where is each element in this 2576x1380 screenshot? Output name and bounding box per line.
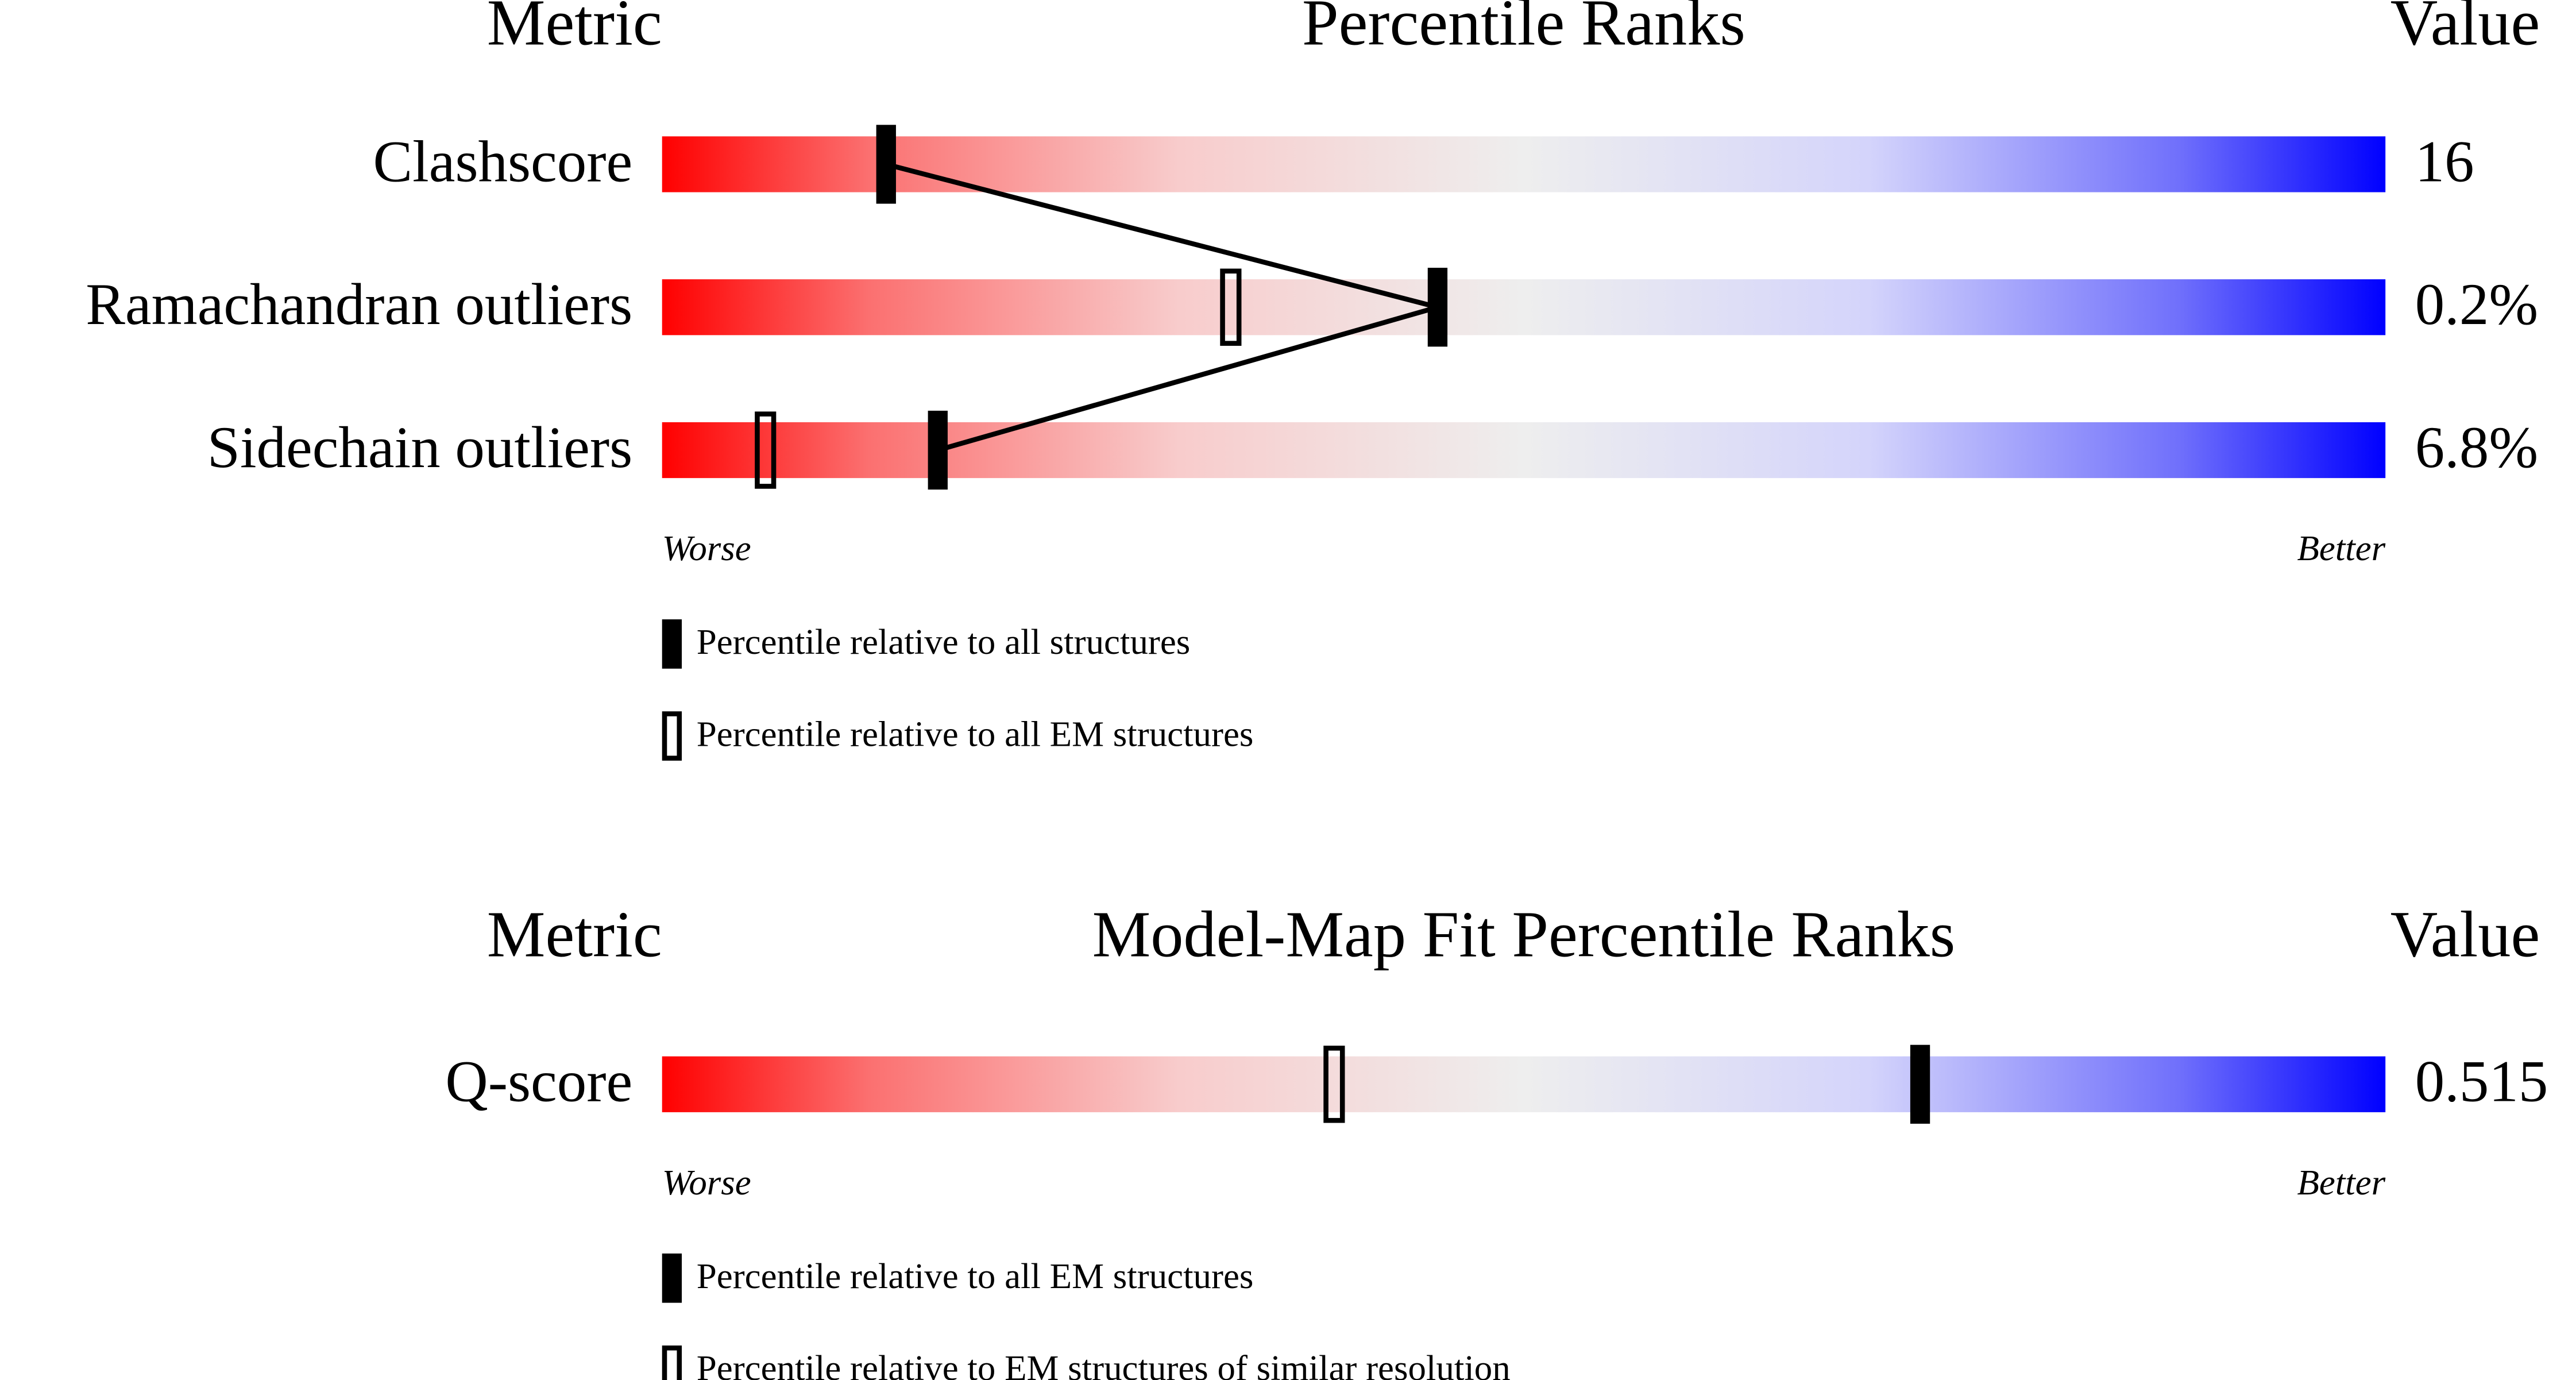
header-title: Model-Map Fit Percentile Ranks xyxy=(1092,898,1956,971)
header-value: Value xyxy=(2390,898,2540,971)
slider-bar xyxy=(662,1056,2386,1112)
metric-value: 16 xyxy=(2415,129,2474,194)
slider-bar xyxy=(662,279,2386,336)
percentile-marker-filled xyxy=(1910,1044,1930,1124)
percentile-marker-filled xyxy=(876,125,896,204)
worse-label: Worse xyxy=(662,1162,751,1202)
metric-label: Q-score xyxy=(445,1049,632,1115)
better-label: Better xyxy=(2297,528,2385,568)
metric-value: 0.515 xyxy=(2415,1049,2548,1115)
percentile-marker-filled xyxy=(928,410,948,490)
legend-marker xyxy=(662,1345,682,1380)
slider-bar xyxy=(662,422,2386,479)
legend-label: Percentile relative to all EM structures xyxy=(697,714,1254,754)
percentile-marker-filled xyxy=(1427,268,1448,347)
better-label: Better xyxy=(2297,1162,2385,1202)
percentile-marker-open xyxy=(1323,1046,1345,1123)
legend-label: Percentile relative to all structures xyxy=(697,622,1190,662)
metric-value: 6.8% xyxy=(2415,415,2538,480)
header-metric: Metric xyxy=(487,898,662,971)
metric-label: Sidechain outliers xyxy=(207,415,633,480)
metric-label: Clashscore xyxy=(373,129,632,194)
percentile-marker-open xyxy=(755,411,777,489)
legend-label: Percentile relative to EM structures of … xyxy=(697,1348,1511,1380)
legend-label: Percentile relative to all EM structures xyxy=(697,1256,1254,1296)
metric-label: Ramachandran outliers xyxy=(86,272,632,337)
header-title: Percentile Ranks xyxy=(1302,0,1745,59)
worse-label: Worse xyxy=(662,528,751,568)
legend-marker xyxy=(662,711,682,761)
metric-value: 0.2% xyxy=(2415,272,2538,337)
header-value: Value xyxy=(2390,0,2540,59)
legend-marker xyxy=(662,1253,682,1303)
slider-bar xyxy=(662,136,2386,192)
percentile-marker-open xyxy=(1220,268,1242,346)
header-metric: Metric xyxy=(487,0,662,59)
legend-marker xyxy=(662,619,682,669)
